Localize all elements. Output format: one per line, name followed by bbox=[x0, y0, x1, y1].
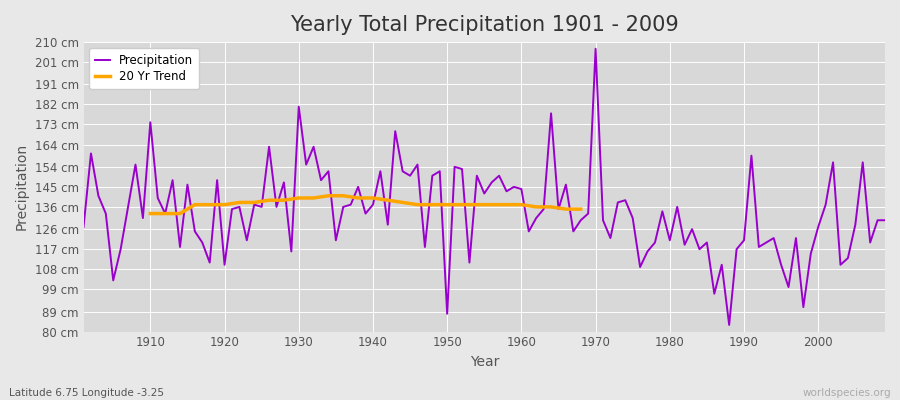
20 Yr Trend bbox=[397, 200, 408, 205]
20 Yr Trend bbox=[190, 202, 201, 207]
20 Yr Trend bbox=[545, 204, 556, 209]
Precipitation bbox=[590, 46, 601, 51]
20 Yr Trend bbox=[175, 211, 185, 216]
20 Yr Trend bbox=[367, 196, 378, 200]
20 Yr Trend bbox=[412, 202, 423, 207]
20 Yr Trend bbox=[501, 202, 512, 207]
20 Yr Trend bbox=[516, 202, 526, 207]
20 Yr Trend bbox=[248, 200, 259, 205]
Line: 20 Yr Trend: 20 Yr Trend bbox=[150, 196, 580, 214]
Precipitation bbox=[508, 184, 519, 189]
20 Yr Trend bbox=[353, 196, 364, 200]
20 Yr Trend bbox=[204, 202, 215, 207]
20 Yr Trend bbox=[308, 196, 319, 200]
20 Yr Trend bbox=[531, 204, 542, 209]
20 Yr Trend bbox=[575, 207, 586, 212]
Precipitation bbox=[612, 200, 623, 205]
20 Yr Trend bbox=[561, 207, 572, 212]
Precipitation bbox=[138, 216, 148, 220]
Precipitation bbox=[879, 218, 890, 223]
20 Yr Trend bbox=[293, 196, 304, 200]
20 Yr Trend bbox=[338, 193, 348, 198]
Precipitation bbox=[301, 162, 311, 167]
Line: Precipitation: Precipitation bbox=[84, 49, 885, 325]
Y-axis label: Precipitation: Precipitation bbox=[15, 143, 29, 230]
20 Yr Trend bbox=[427, 202, 437, 207]
20 Yr Trend bbox=[234, 200, 245, 205]
Precipitation bbox=[724, 322, 734, 327]
20 Yr Trend bbox=[382, 198, 393, 203]
Legend: Precipitation, 20 Yr Trend: Precipitation, 20 Yr Trend bbox=[89, 48, 199, 89]
20 Yr Trend bbox=[145, 211, 156, 216]
Title: Yearly Total Precipitation 1901 - 2009: Yearly Total Precipitation 1901 - 2009 bbox=[290, 15, 679, 35]
Precipitation bbox=[346, 202, 356, 207]
Precipitation bbox=[78, 224, 89, 229]
20 Yr Trend bbox=[219, 202, 230, 207]
Precipitation bbox=[516, 187, 526, 192]
20 Yr Trend bbox=[264, 198, 274, 203]
20 Yr Trend bbox=[278, 198, 289, 203]
20 Yr Trend bbox=[323, 193, 334, 198]
X-axis label: Year: Year bbox=[470, 355, 499, 369]
Text: worldspecies.org: worldspecies.org bbox=[803, 388, 891, 398]
Text: Latitude 6.75 Longitude -3.25: Latitude 6.75 Longitude -3.25 bbox=[9, 388, 164, 398]
20 Yr Trend bbox=[160, 211, 171, 216]
